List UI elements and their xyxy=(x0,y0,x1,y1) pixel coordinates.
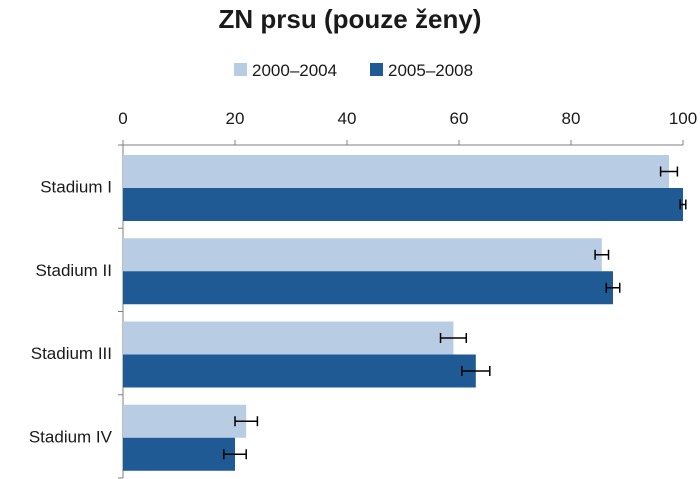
error-bar xyxy=(679,199,687,210)
x-tick-label: 100 xyxy=(669,109,697,128)
bar-2 xyxy=(123,188,683,221)
bar-2 xyxy=(123,354,476,388)
error-bar xyxy=(605,282,621,293)
x-tick-label: 20 xyxy=(226,109,245,128)
bars xyxy=(123,155,687,471)
legend-label-series-2: 2005–2008 xyxy=(388,61,473,80)
bar-1 xyxy=(123,238,602,272)
chart-title: ZN prsu (pouze ženy) xyxy=(219,4,482,34)
bar-1 xyxy=(123,321,454,355)
bar-2 xyxy=(123,437,235,471)
x-tick-label: 80 xyxy=(562,109,581,128)
x-tick-label: 40 xyxy=(338,109,357,128)
bar-1 xyxy=(123,155,669,188)
error-bar xyxy=(594,249,610,260)
error-bar xyxy=(659,166,679,177)
legend: 2000–2004 2005–2008 xyxy=(234,61,473,80)
x-tick-label: 0 xyxy=(118,109,127,128)
legend-swatch-series-1 xyxy=(234,63,247,76)
category-label: Stadium IV xyxy=(29,427,113,446)
legend-label-series-1: 2000–2004 xyxy=(252,61,337,80)
category-label: Stadium I xyxy=(40,178,112,197)
category-label: Stadium II xyxy=(35,261,112,280)
axes: 0 20 40 60 80 100 Stadium I Stadium II Stadium I… xyxy=(29,109,697,479)
error-bar xyxy=(234,416,259,427)
category-label: Stadium III xyxy=(31,344,112,363)
error-bar xyxy=(439,333,468,343)
error-bar xyxy=(461,366,491,376)
legend-swatch-series-2 xyxy=(370,63,383,76)
bar-2 xyxy=(123,271,613,305)
bar-1 xyxy=(123,404,247,438)
x-tick-label: 60 xyxy=(450,109,469,128)
error-bar xyxy=(223,449,247,460)
